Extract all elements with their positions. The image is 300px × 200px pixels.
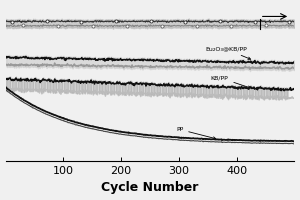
Text: KB/PP: KB/PP: [211, 75, 250, 88]
Text: PP: PP: [176, 127, 216, 139]
X-axis label: Cycle Number: Cycle Number: [101, 181, 199, 194]
Text: Eu₂O₃@KB/PP: Eu₂O₃@KB/PP: [205, 47, 250, 59]
